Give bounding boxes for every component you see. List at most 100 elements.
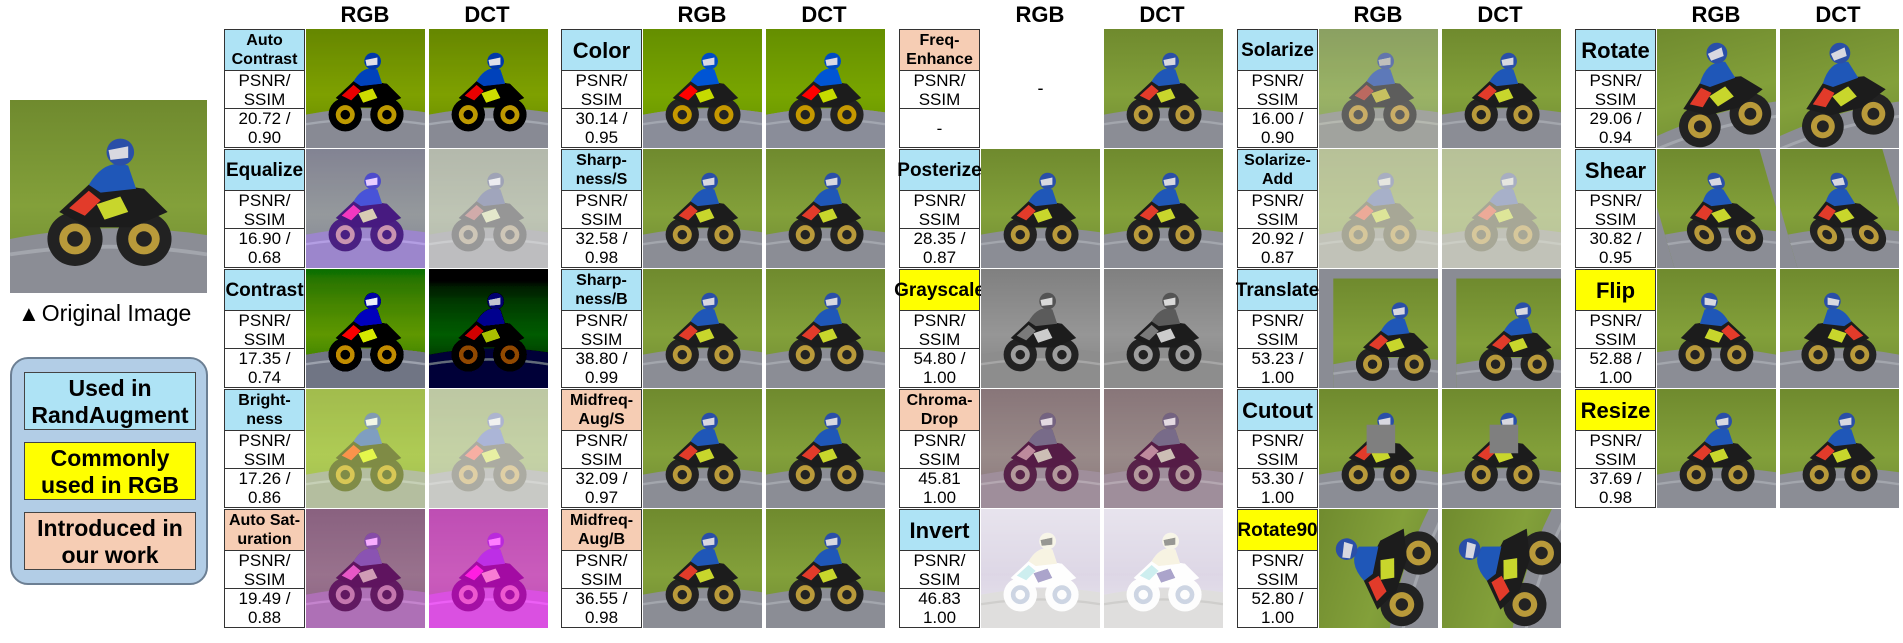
psnr-ssim-value: 52.88 / 1.00 [1589, 349, 1642, 387]
legend-randaugment: Used in RandAugment [24, 372, 196, 430]
dct-augmented-image [429, 269, 548, 388]
augmentation-name: Color [562, 30, 641, 71]
augmentation-name: Sharp-ness/S [562, 150, 641, 191]
dct-augmented-image [1442, 509, 1561, 628]
augmentation-label-box: Color PSNR/ SSIM 30.14 / 0.95 [561, 29, 642, 148]
augmentation-label-box: Rotate PSNR/ SSIM 29.06 / 0.94 [1575, 29, 1656, 148]
augmentation-label-box: Translate PSNR/ SSIM 53.23 / 1.00 [1236, 269, 1319, 388]
dct-augmented-image [1780, 269, 1899, 388]
augmentation-label-box: Freq-Enhance PSNR/ SSIM - [899, 29, 980, 148]
psnr-ssim-label: PSNR/ SSIM [1576, 311, 1655, 349]
original-image-caption: ▲Original Image [18, 300, 192, 326]
psnr-ssim-value: 19.49 / 0.88 [238, 589, 291, 627]
augmentation-label-box: Chroma-Drop PSNR/ SSIM 45.81 1.00 [899, 389, 980, 508]
dct-augmented-image [1104, 389, 1223, 508]
dct-augmented-image [429, 389, 548, 508]
rgb-augmented-image [981, 509, 1100, 628]
dct-column-header: DCT [801, 2, 847, 27]
rgb-augmented-image [643, 149, 762, 268]
rgb-augmented-image [306, 509, 425, 628]
dct-augmented-image [1104, 149, 1223, 268]
psnr-ssim-value: 32.09 / 0.97 [575, 469, 628, 507]
legend-common-rgb: Commonly used in RGB [24, 442, 196, 500]
dct-augmented-image [429, 29, 548, 148]
psnr-ssim-value: 30.82 / 0.95 [1589, 229, 1642, 267]
psnr-ssim-label: PSNR/ SSIM [1576, 191, 1655, 229]
augmentation-label-box: Shear PSNR/ SSIM 30.82 / 0.95 [1575, 149, 1656, 268]
dct-augmented-image [1104, 29, 1223, 148]
dct-augmented-image [1104, 269, 1223, 388]
psnr-ssim-value: 16.90 / 0.68 [238, 229, 291, 267]
augmentation-label-box: Sharp-ness/S PSNR/ SSIM 32.58 / 0.98 [561, 149, 642, 268]
dct-augmented-image [766, 509, 885, 628]
augmentation-name: Solarize-Add [1238, 150, 1317, 191]
augmentation-label-box: Rotate90 PSNR/ SSIM 52.80 / 1.00 [1237, 509, 1318, 628]
dct-augmented-image [429, 149, 548, 268]
augmentation-name: Auto Sat-uration [225, 510, 304, 551]
dct-column-header: DCT [1815, 2, 1861, 27]
augmentation-label-box: Grayscale PSNR/ SSIM 54.80 / 1.00 [894, 269, 985, 388]
dct-augmented-image [1442, 269, 1561, 388]
psnr-ssim-value: 20.92 / 0.87 [1251, 229, 1304, 267]
dct-augmented-image [766, 149, 885, 268]
psnr-ssim-label: PSNR/ SSIM [225, 551, 304, 589]
psnr-ssim-label: PSNR/ SSIM [562, 431, 641, 469]
augmentation-label-box: Midfreq-Aug/B PSNR/ SSIM 36.55 / 0.98 [561, 509, 642, 628]
rgb-column-header: RGB [1353, 2, 1403, 27]
rgb-column-header: RGB [340, 2, 390, 27]
psnr-ssim-label: PSNR/ SSIM [225, 71, 304, 109]
psnr-ssim-label: PSNR/ SSIM [562, 311, 641, 349]
augmentation-label-box: Invert PSNR/ SSIM 46.83 1.00 [899, 509, 980, 628]
augmentation-label-box: Contrast PSNR/ SSIM 17.35 / 0.74 [224, 269, 305, 388]
psnr-ssim-value: 52.80 / 1.00 [1251, 589, 1304, 627]
augmentation-name: Flip [1576, 270, 1655, 311]
original-image [10, 100, 207, 293]
augmentation-label-box: Resize PSNR/ SSIM 37.69 / 0.98 [1575, 389, 1656, 508]
psnr-ssim-value: 45.81 1.00 [918, 469, 961, 507]
psnr-ssim-value: 29.06 / 0.94 [1589, 109, 1642, 147]
augmentation-name: Rotate [1576, 30, 1655, 71]
augmentation-name: Auto Contrast [225, 30, 304, 71]
augmentation-name: Contrast [225, 270, 304, 311]
augmentation-name: Invert [900, 510, 979, 551]
psnr-ssim-value: 30.14 / 0.95 [575, 109, 628, 147]
psnr-ssim-label: PSNR/ SSIM [225, 431, 304, 469]
dct-augmented-image [1442, 149, 1561, 268]
rgb-augmented-image [1657, 29, 1776, 148]
psnr-ssim-value: 28.35 / 0.87 [913, 229, 966, 267]
augmentation-name: Bright-ness [225, 390, 304, 431]
psnr-ssim-value: 17.26 / 0.86 [238, 469, 291, 507]
rgb-augmented-image [1319, 509, 1438, 628]
psnr-ssim-label: PSNR/ SSIM [900, 431, 979, 469]
augmentation-group: RGB DCT Auto Contrast PSNR/ SSIM 20.72 / 0.9… [224, 0, 550, 640]
psnr-ssim-value: 36.55 / 0.98 [575, 589, 628, 627]
dct-augmented-image [1780, 29, 1899, 148]
psnr-ssim-value: 32.58 / 0.98 [575, 229, 628, 267]
psnr-ssim-value: 17.35 / 0.74 [238, 349, 291, 387]
augmentation-group: RGB DCT Color PSNR/ SSIM 30.14 / 0.95 Sharp-n… [561, 0, 887, 640]
augmentation-label-box: Solarize-Add PSNR/ SSIM 20.92 / 0.87 [1237, 149, 1318, 268]
rgb-augmented-image [1319, 389, 1438, 508]
dct-augmented-image [1104, 509, 1223, 628]
augmentation-name: Equalize [225, 150, 304, 191]
augmentation-name: Grayscale [894, 270, 985, 311]
psnr-ssim-label: PSNR/ SSIM [225, 191, 304, 229]
augmentation-group: RGB DCT Rotate PSNR/ SSIM 29.06 / 0.94 Shear P… [1575, 0, 1901, 640]
augmentation-label-box: Cutout PSNR/ SSIM 53.30 / 1.00 [1237, 389, 1318, 508]
augmentation-label-box: Sharp-ness/B PSNR/ SSIM 38.80 / 0.99 [561, 269, 642, 388]
psnr-ssim-label: PSNR/ SSIM [1238, 71, 1317, 109]
psnr-ssim-label: PSNR/ SSIM [1576, 71, 1655, 109]
psnr-ssim-label: PSNR/ SSIM [900, 551, 979, 589]
augmentation-name: Resize [1576, 390, 1655, 431]
augmentation-label-box: Midfreq-Aug/S PSNR/ SSIM 32.09 / 0.97 [561, 389, 642, 508]
psnr-ssim-label: PSNR/ SSIM [562, 191, 641, 229]
psnr-ssim-value: 16.00 / 0.90 [1251, 109, 1304, 147]
rgb-augmented-image [306, 389, 425, 508]
dct-column-header: DCT [464, 2, 510, 27]
augmentation-name: Midfreq-Aug/S [562, 390, 641, 431]
psnr-ssim-label: PSNR/ SSIM [1238, 191, 1317, 229]
rgb-augmented-image [643, 269, 762, 388]
psnr-ssim-label: PSNR/ SSIM [1576, 431, 1655, 469]
legend-box: Used in RandAugment Commonly used in RGB… [10, 357, 208, 585]
legend-introduced: Introduced in our work [24, 512, 196, 570]
